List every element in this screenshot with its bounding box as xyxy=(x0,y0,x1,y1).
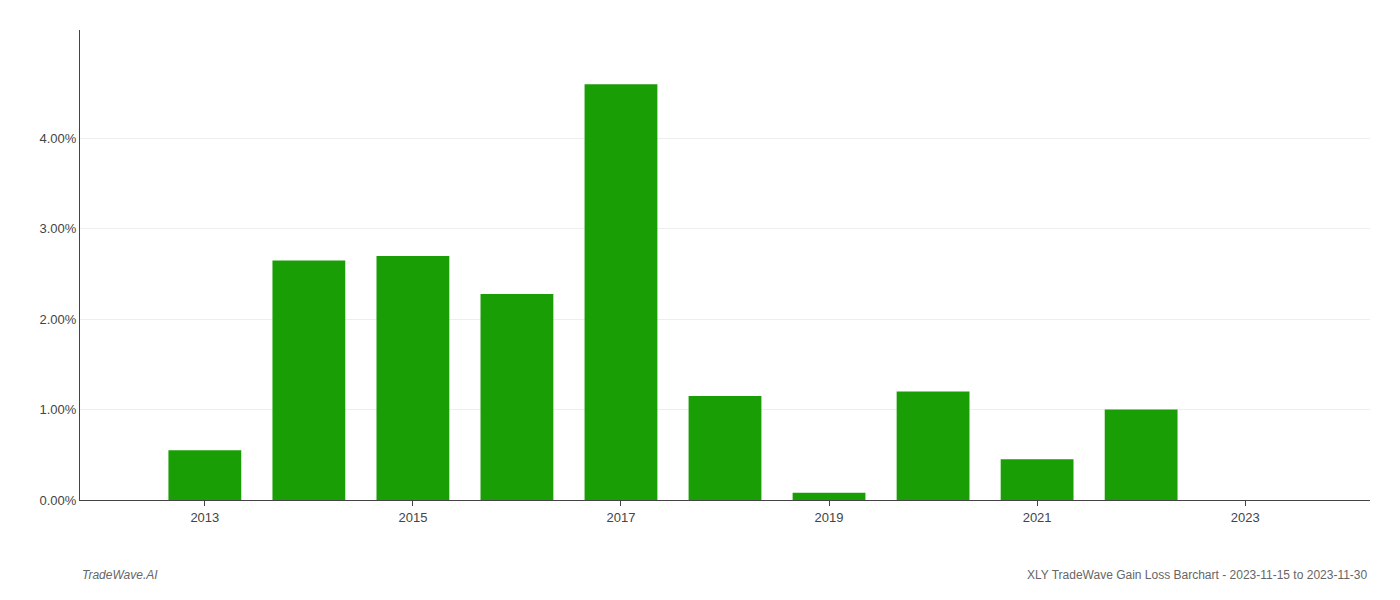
svg-text:2013: 2013 xyxy=(190,510,219,525)
svg-text:1.00%: 1.00% xyxy=(40,402,77,417)
svg-text:TradeWave.AI: TradeWave.AI xyxy=(82,568,158,582)
svg-text:2.00%: 2.00% xyxy=(40,312,77,327)
svg-text:4.00%: 4.00% xyxy=(40,131,77,146)
svg-text:3.00%: 3.00% xyxy=(40,221,77,236)
svg-text:2021: 2021 xyxy=(1023,510,1052,525)
svg-text:XLY TradeWave Gain Loss Barcha: XLY TradeWave Gain Loss Barchart - 2023-… xyxy=(1027,568,1368,582)
svg-text:2015: 2015 xyxy=(398,510,427,525)
svg-text:2019: 2019 xyxy=(815,510,844,525)
svg-text:0.00%: 0.00% xyxy=(40,493,77,508)
svg-text:2023: 2023 xyxy=(1231,510,1260,525)
svg-text:2017: 2017 xyxy=(607,510,636,525)
